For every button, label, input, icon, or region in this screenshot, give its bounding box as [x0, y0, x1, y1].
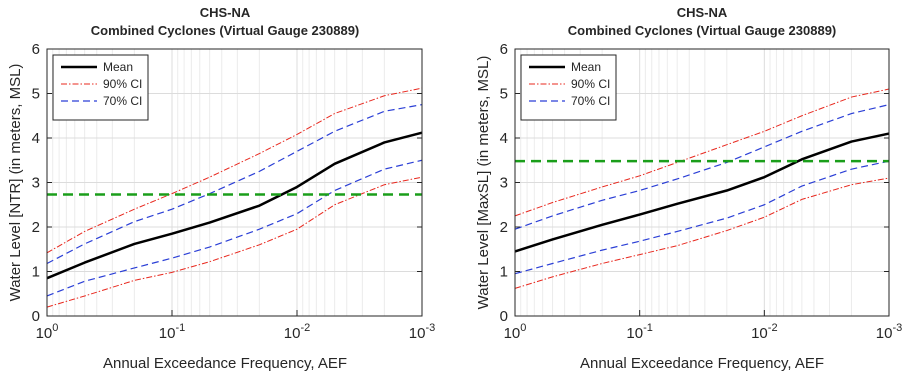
y-tick-label: 1 [500, 264, 508, 281]
legend-label: Mean [571, 60, 601, 74]
chart-subtitle: Combined Cyclones (Virtual Gauge 230889) [568, 23, 837, 38]
y-tick-label: 1 [32, 264, 40, 281]
y-tick-label: 5 [32, 86, 40, 103]
series-line-mean [46, 131, 423, 280]
y-tick-label: 0 [32, 308, 40, 325]
series-line-ci-lower-4 [514, 177, 890, 289]
x-tick-label: 10-2 [284, 322, 310, 342]
y-axis-label: Water Level [NTR] (in meters, MSL) [7, 64, 24, 302]
series-line-mean [514, 132, 890, 253]
series-line-90-ci [514, 88, 890, 217]
x-tick-label: 100 [36, 322, 59, 342]
y-tick-label: 6 [500, 41, 508, 58]
legend-label: 70% CI [571, 94, 610, 108]
x-tick-label: 10-1 [159, 322, 185, 342]
series-line-ci-lower-3 [46, 159, 423, 297]
series-line-ci-lower-3 [514, 160, 890, 275]
x-tick-label: 100 [504, 322, 527, 342]
legend-label: 70% CI [103, 94, 142, 108]
x-axis-label: Annual Exceedance Frequency, AEF [103, 355, 347, 372]
legend-label: 90% CI [571, 77, 610, 91]
chart-title: CHS-NA [200, 5, 251, 20]
chart-2: 0 1 2 3 4 5 6 100 10-1 10-2 10-3 CHS-NA Combined Cyc… [475, 5, 902, 372]
y-tick-label: 0 [500, 308, 508, 325]
chart-subtitle: Combined Cyclones (Virtual Gauge 230889) [91, 23, 360, 38]
y-tick-label: 4 [32, 130, 40, 147]
y-tick-label: 2 [500, 219, 508, 236]
y-tick-label: 3 [500, 175, 508, 192]
series-line-ci-lower-4 [46, 176, 423, 308]
x-tick-label: 10-2 [751, 322, 777, 342]
legend-label: Mean [103, 60, 133, 74]
legend-label: 90% CI [103, 77, 142, 91]
y-tick-label: 2 [32, 219, 40, 236]
y-tick-label: 6 [32, 41, 40, 58]
series-line-90-ci [46, 87, 423, 254]
y-tick-label: 4 [500, 130, 508, 147]
y-tick-label: 3 [32, 175, 40, 192]
series-line-70-ci [514, 104, 890, 230]
x-axis-label: Annual Exceedance Frequency, AEF [580, 355, 824, 372]
x-tick-label: 10-3 [409, 322, 435, 342]
series-line-70-ci [46, 104, 423, 265]
y-axis-label: Water Level [MaxSL] (in meters, MSL) [475, 56, 492, 310]
chart-1: 0 1 2 3 4 5 6 100 10-1 10-2 10-3 CHS-NA Combined Cyc… [7, 5, 435, 372]
y-tick-label: 5 [500, 86, 508, 103]
x-tick-label: 10-1 [626, 322, 652, 342]
x-tick-label: 10-3 [876, 322, 902, 342]
chart-title: CHS-NA [677, 5, 728, 20]
